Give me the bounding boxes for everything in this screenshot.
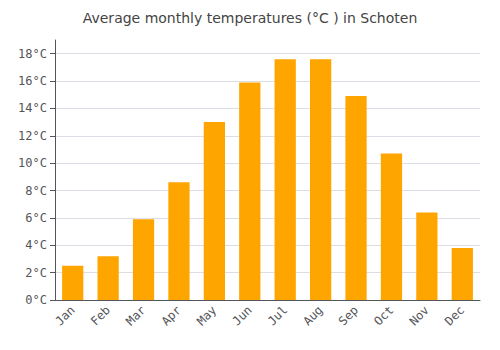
svg-text:14°C: 14°C <box>18 101 47 115</box>
svg-text:18°C: 18°C <box>18 47 47 61</box>
svg-text:12°C: 12°C <box>18 129 47 143</box>
svg-text:May: May <box>194 303 219 328</box>
svg-text:Feb: Feb <box>88 303 113 328</box>
svg-text:Jul: Jul <box>265 303 290 328</box>
svg-text:Sep: Sep <box>336 303 361 328</box>
svg-text:Jun: Jun <box>230 303 255 328</box>
svg-text:Jan: Jan <box>52 303 77 328</box>
svg-text:Oct: Oct <box>371 303 396 328</box>
svg-text:Aug: Aug <box>300 303 325 328</box>
svg-text:Mar: Mar <box>123 303 148 328</box>
svg-text:0°C: 0°C <box>25 293 47 307</box>
svg-text:Dec: Dec <box>442 303 467 328</box>
svg-text:6°C: 6°C <box>25 211 47 225</box>
svg-text:Nov: Nov <box>407 303 432 328</box>
svg-text:8°C: 8°C <box>25 184 47 198</box>
svg-text:Average monthly temperatures (: Average monthly temperatures (°C ) in Sc… <box>83 10 418 26</box>
svg-text:2°C: 2°C <box>25 266 47 280</box>
svg-text:10°C: 10°C <box>18 156 47 170</box>
svg-text:Apr: Apr <box>159 303 184 328</box>
svg-text:16°C: 16°C <box>18 74 47 88</box>
svg-text:4°C: 4°C <box>25 238 47 252</box>
